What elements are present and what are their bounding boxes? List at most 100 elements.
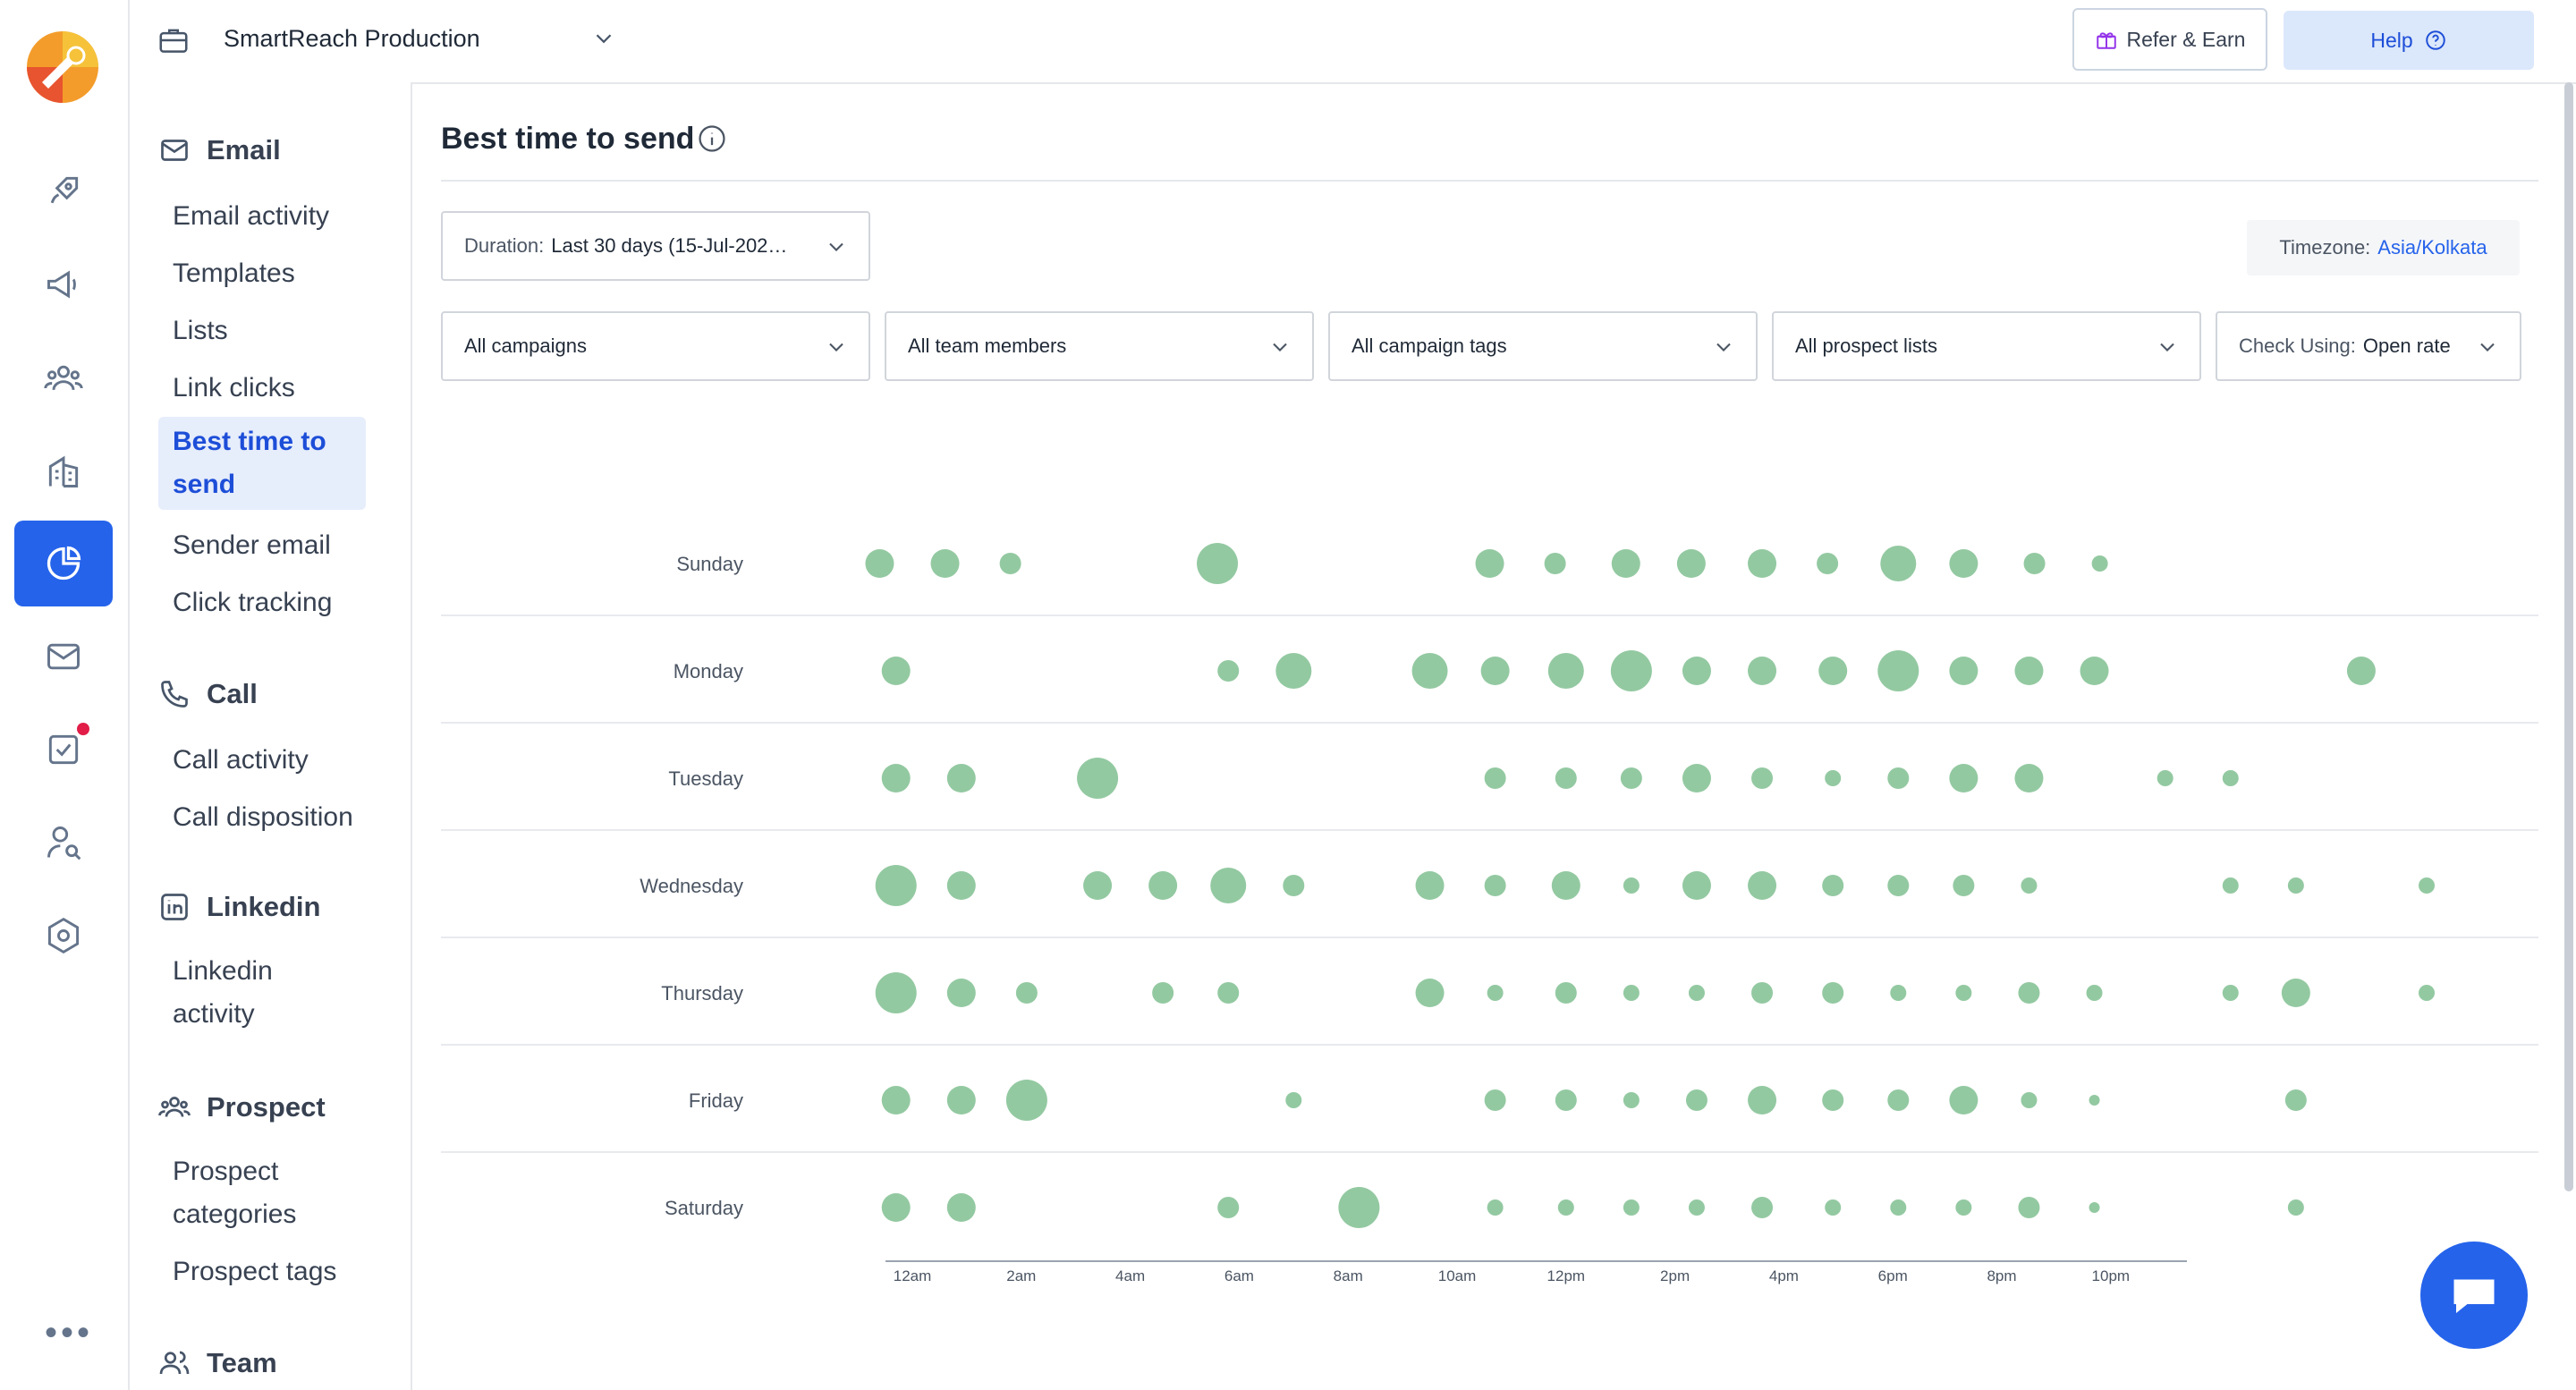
bubble-point[interactable] bbox=[1877, 650, 1919, 691]
bubble-point[interactable] bbox=[1955, 1199, 1972, 1216]
bubble-point[interactable] bbox=[1949, 764, 1979, 792]
bubble-point[interactable] bbox=[881, 1086, 911, 1115]
bubble-point[interactable] bbox=[1953, 875, 1975, 896]
bubble-point[interactable] bbox=[1822, 1089, 1844, 1111]
help-button[interactable]: Help bbox=[2284, 11, 2534, 70]
bubble-point[interactable] bbox=[1555, 1089, 1577, 1111]
bubble-point[interactable] bbox=[1825, 770, 1842, 786]
bubble-point[interactable] bbox=[2346, 657, 2376, 685]
bubble-point[interactable] bbox=[2287, 877, 2304, 894]
bubble-point[interactable] bbox=[1555, 982, 1577, 1004]
bubble-point[interactable] bbox=[1475, 549, 1504, 578]
bubble-point[interactable] bbox=[1623, 985, 1640, 1001]
campaign-tags-dropdown[interactable]: All campaign tags bbox=[1328, 311, 1758, 381]
bubble-point[interactable] bbox=[1217, 982, 1240, 1004]
bubble-point[interactable] bbox=[2086, 985, 2103, 1001]
bubble-point[interactable] bbox=[2089, 1095, 2100, 1106]
bubble-point[interactable] bbox=[1555, 767, 1577, 789]
nav-link-clicks[interactable]: Link clicks bbox=[173, 373, 295, 403]
rail-mail-icon[interactable] bbox=[14, 614, 113, 699]
refer-earn-button[interactable]: Refer & Earn bbox=[2072, 8, 2267, 71]
bubble-point[interactable] bbox=[1748, 871, 1777, 900]
bubble-point[interactable] bbox=[1487, 1199, 1504, 1216]
bubble-point[interactable] bbox=[1217, 660, 1240, 682]
bubble-point[interactable] bbox=[875, 865, 917, 906]
bubble-point[interactable] bbox=[1148, 871, 1178, 900]
bubble-point[interactable] bbox=[881, 764, 911, 792]
rail-prospect-search-icon[interactable] bbox=[14, 800, 113, 886]
bubble-point[interactable] bbox=[1077, 758, 1119, 799]
bubble-point[interactable] bbox=[1817, 553, 1839, 574]
bubble-point[interactable] bbox=[2287, 1199, 2304, 1216]
nav-prospect-categories[interactable]: Prospect categories bbox=[173, 1157, 297, 1229]
bubble-point[interactable] bbox=[1685, 1089, 1707, 1111]
bubble-point[interactable] bbox=[2284, 1089, 2307, 1111]
bubble-point[interactable] bbox=[1825, 1199, 1842, 1216]
workspace-name[interactable]: SmartReach Production bbox=[224, 25, 480, 52]
bubble-point[interactable] bbox=[1688, 1199, 1705, 1216]
bubble-point[interactable] bbox=[1955, 985, 1972, 1001]
bubble-point[interactable] bbox=[1751, 767, 1774, 789]
bubble-point[interactable] bbox=[2080, 657, 2109, 685]
bubble-point[interactable] bbox=[1283, 875, 1305, 896]
bubble-point[interactable] bbox=[2021, 877, 2038, 894]
bubble-point[interactable] bbox=[1682, 657, 1711, 685]
bubble-point[interactable] bbox=[1005, 1080, 1047, 1121]
bubble-point[interactable] bbox=[2281, 979, 2310, 1007]
bubble-point[interactable] bbox=[2021, 1092, 2038, 1108]
bubble-point[interactable] bbox=[1751, 1197, 1774, 1218]
nav-call-disposition[interactable]: Call disposition bbox=[173, 802, 353, 832]
smartreach-logo[interactable] bbox=[24, 29, 101, 106]
bubble-point[interactable] bbox=[1748, 657, 1777, 685]
bubble-point[interactable] bbox=[1480, 657, 1510, 685]
bubble-point[interactable] bbox=[1620, 767, 1642, 789]
bubble-point[interactable] bbox=[1682, 871, 1711, 900]
bubble-point[interactable] bbox=[1890, 1199, 1907, 1216]
rail-rocket-icon[interactable] bbox=[14, 148, 113, 234]
bubble-point[interactable] bbox=[2018, 1197, 2040, 1218]
bubble-point[interactable] bbox=[2014, 764, 2044, 792]
bubble-point[interactable] bbox=[2419, 985, 2436, 1001]
bubble-point[interactable] bbox=[1547, 653, 1584, 689]
bubble-point[interactable] bbox=[1551, 871, 1580, 900]
bubble-point[interactable] bbox=[1623, 1092, 1640, 1108]
bubble-point[interactable] bbox=[2222, 985, 2239, 1001]
rail-users-icon[interactable] bbox=[14, 335, 113, 421]
rail-reports-icon[interactable] bbox=[14, 521, 113, 606]
bubble-point[interactable] bbox=[1949, 657, 1979, 685]
nav-linkedin-activity[interactable]: Linkedin activity bbox=[173, 956, 273, 1029]
chat-widget-button[interactable] bbox=[2420, 1242, 2528, 1349]
nav-call-activity[interactable]: Call activity bbox=[173, 745, 309, 775]
nav-click-tracking[interactable]: Click tracking bbox=[173, 588, 333, 617]
bubble-point[interactable] bbox=[2419, 877, 2436, 894]
bubble-point[interactable] bbox=[1822, 982, 1844, 1004]
bubble-point[interactable] bbox=[946, 764, 976, 792]
prospect-lists-dropdown[interactable]: All prospect lists bbox=[1772, 311, 2201, 381]
page-scrollbar[interactable] bbox=[2564, 82, 2573, 1191]
bubble-point[interactable] bbox=[946, 979, 976, 1007]
bubble-point[interactable] bbox=[2089, 1202, 2100, 1213]
rail-megaphone-icon[interactable] bbox=[14, 242, 113, 327]
bubble-point[interactable] bbox=[1887, 875, 1910, 896]
bubble-point[interactable] bbox=[1688, 985, 1705, 1001]
bubble-point[interactable] bbox=[2222, 877, 2239, 894]
bubble-point[interactable] bbox=[1275, 653, 1312, 689]
bubble-point[interactable] bbox=[1484, 1089, 1506, 1111]
bubble-point[interactable] bbox=[1015, 982, 1038, 1004]
nav-sender-email[interactable]: Sender email bbox=[173, 530, 331, 560]
bubble-point[interactable] bbox=[1544, 553, 1566, 574]
bubble-point[interactable] bbox=[881, 1193, 911, 1222]
bubble-point[interactable] bbox=[1415, 871, 1445, 900]
rail-tasks-icon[interactable] bbox=[14, 707, 113, 792]
duration-dropdown[interactable]: Duration: Last 30 days (15-Jul-202… bbox=[441, 211, 870, 281]
bubble-point[interactable] bbox=[1152, 982, 1174, 1004]
bubble-point[interactable] bbox=[2157, 770, 2174, 786]
bubble-point[interactable] bbox=[1887, 1089, 1910, 1111]
bubble-point[interactable] bbox=[1610, 650, 1652, 691]
bubble-point[interactable] bbox=[1751, 982, 1774, 1004]
bubble-point[interactable] bbox=[1748, 549, 1777, 578]
bubble-point[interactable] bbox=[1083, 871, 1113, 900]
nav-prospect-tags[interactable]: Prospect tags bbox=[173, 1257, 337, 1286]
check-using-dropdown[interactable]: Check Using: Open rate bbox=[2216, 311, 2521, 381]
nav-email-activity[interactable]: Email activity bbox=[173, 201, 330, 231]
